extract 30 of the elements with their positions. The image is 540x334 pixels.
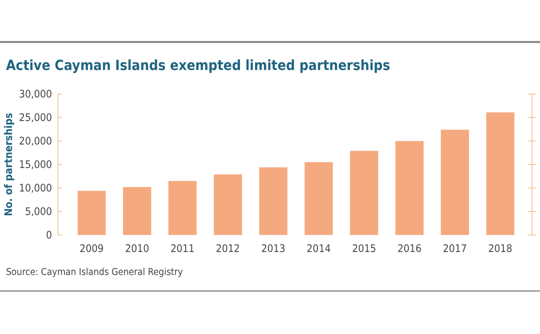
x-tick-label: 2014 xyxy=(306,243,331,255)
x-tick-label: 2011 xyxy=(170,243,195,255)
y-tick-label: 25,000 xyxy=(18,112,52,124)
bar xyxy=(214,174,242,235)
x-tick-label: 2018 xyxy=(488,243,512,255)
y-tick-label: 0 xyxy=(46,230,52,242)
bar xyxy=(440,130,469,235)
y-tick-label: 15,000 xyxy=(18,159,52,172)
x-tick-label: 2010 xyxy=(125,243,150,255)
y-tick-label: 20,000 xyxy=(18,136,52,148)
bar xyxy=(168,180,197,235)
x-tick-label: 2016 xyxy=(397,243,422,255)
bar xyxy=(123,187,152,235)
x-tick-label: 2017 xyxy=(442,243,467,255)
x-tick-label: 2015 xyxy=(352,243,376,255)
bar xyxy=(486,112,514,235)
chart-title: Active Cayman Islands exempted limited partnerships xyxy=(6,58,390,74)
source-note: Source: Cayman Islands General Registry xyxy=(6,267,183,278)
x-tick-label: 2012 xyxy=(216,243,240,255)
bar xyxy=(78,190,106,235)
bar xyxy=(259,167,288,235)
x-tick-label: 2009 xyxy=(80,243,104,255)
bar xyxy=(304,162,333,235)
bar xyxy=(395,141,424,235)
bar xyxy=(350,150,378,235)
y-tick-label: 30,000 xyxy=(18,88,52,101)
y-tick-label: 10,000 xyxy=(18,182,52,195)
y-axis-title: No. of partnerships xyxy=(3,112,15,216)
y-tick-label: 5,000 xyxy=(24,206,52,218)
x-tick-label: 2013 xyxy=(261,243,286,255)
